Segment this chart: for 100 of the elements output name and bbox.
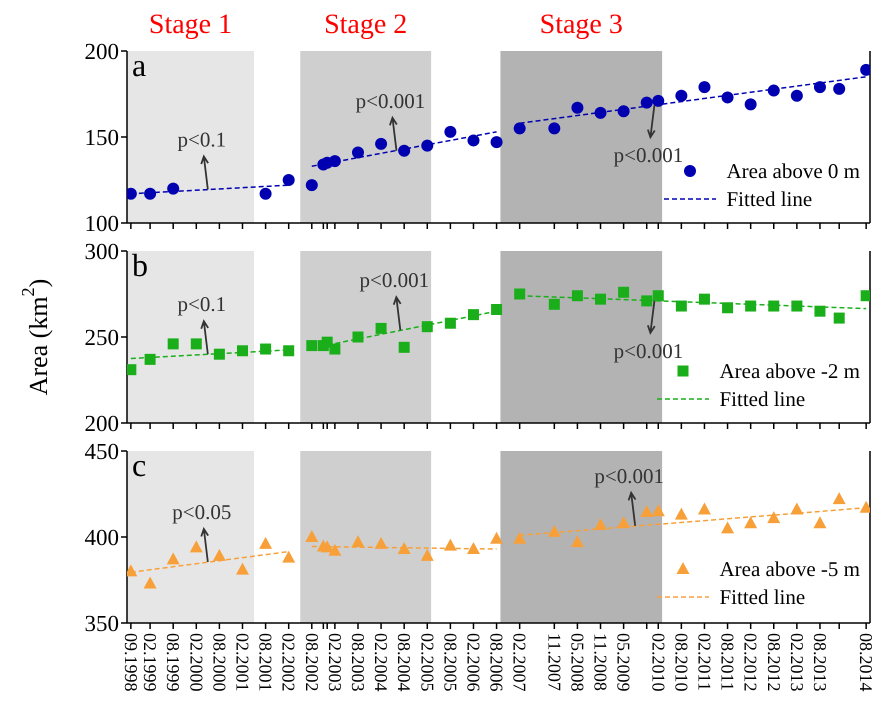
point [768,84,780,97]
point [467,134,480,146]
point [352,146,364,158]
point [283,345,294,356]
point [398,144,410,157]
point [444,318,456,329]
point [320,540,334,552]
point [328,544,342,556]
point [834,312,845,324]
point [212,548,226,561]
legend-label: Area above 0 m [726,158,860,184]
legend-label: Area above -5 m [719,556,860,582]
point [814,306,826,317]
point [571,102,584,114]
x-tick-label: 08.2001 [256,633,276,692]
y-tick-label: 250 [84,325,119,350]
annotation: c [132,447,146,483]
x-tick-label: 02.2006 [463,633,484,692]
point [305,530,318,542]
legend-label: Area above -2 m [719,358,860,384]
point [652,290,664,302]
x-tick-label: 08.2000 [209,633,230,692]
point [513,532,526,544]
point [594,518,608,530]
annotation: p<0.001 [356,88,426,113]
legend-label: Fitted line [719,386,806,412]
point [422,321,433,332]
y-tick-label: 300 [84,239,119,264]
point [214,348,225,360]
x-tick-label: 08.2003 [348,633,368,692]
point [144,354,156,365]
x-tick-label: 08.2014 [856,633,874,692]
point [641,295,652,306]
point [570,535,584,548]
legend-label: Fitted line [726,186,812,212]
point [444,538,457,551]
point [236,562,249,575]
point [468,309,479,320]
point [306,340,318,352]
point [832,492,846,504]
point [548,298,560,310]
point [490,136,503,148]
point [167,182,180,195]
band-label: Stage 1 [148,9,232,40]
y-tick-label: 350 [84,611,119,636]
point [640,96,653,109]
x-tick-label: 02.2000 [186,633,206,692]
y-tick-label: 400 [84,525,119,550]
point [745,300,756,312]
point [351,535,364,548]
point [322,336,333,348]
point [168,338,179,350]
point [744,98,757,110]
point [675,90,688,102]
point [722,91,734,104]
x-tick-label: 08.2006 [486,633,507,692]
x-tick-label: 02.2013 [786,633,807,692]
annotation: p<0.001 [360,268,430,292]
point [190,338,202,350]
x-tick-label: 09.1998 [120,633,141,692]
point [814,81,826,94]
y-tick-label: 200 [84,39,119,64]
band-label: Stage 2 [324,9,408,40]
point [166,552,180,564]
x-tick-label: 05.2009 [614,633,634,692]
point [421,140,434,152]
point [398,342,410,353]
point [721,521,734,534]
x-tick-label: 02.2003 [324,633,345,692]
point [652,504,665,516]
annotation: a [132,47,146,83]
band-label: Stage 3 [540,9,623,40]
point [572,290,583,302]
point [618,105,630,118]
point [790,502,804,514]
point [144,188,156,200]
point [282,550,296,563]
x-tick-label: 05.2008 [567,633,588,692]
point [813,516,826,528]
point [833,82,846,95]
x-tick-label: 02.2007 [510,633,530,692]
x-tick-label: 11.2007 [544,633,564,691]
x-tick-label: 02.2011 [694,633,714,691]
x-tick-label: 02.2005 [417,633,438,692]
point [722,302,734,314]
point [260,188,272,200]
x-tick-label: 02.2002 [278,633,299,692]
point [514,288,526,300]
x-tick-label: 08.2010 [671,633,692,692]
x-tick-label: 08.2002 [302,633,322,692]
annotation: p<0.1 [178,127,226,152]
annotation: b [132,247,148,283]
point [640,505,654,518]
point [698,81,710,94]
point [491,304,502,315]
x-tick-label: 08.2013 [810,633,830,692]
point [768,300,780,312]
y-tick-label: 200 [84,411,119,436]
point [618,286,630,298]
point [652,94,664,107]
